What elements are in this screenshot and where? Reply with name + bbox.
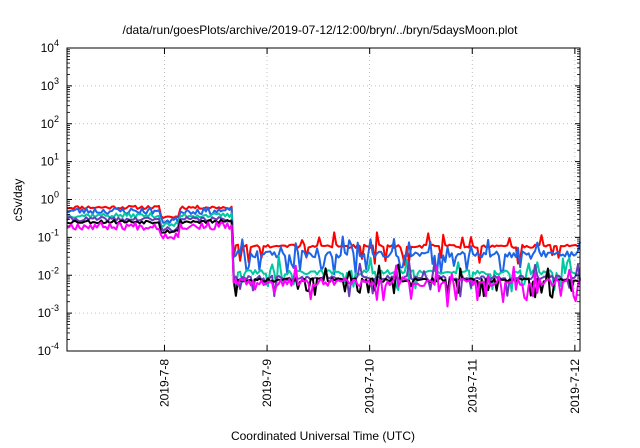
y-tick-label: 104	[41, 38, 59, 55]
y-tick-power: -1	[51, 227, 59, 237]
data-series	[66, 204, 581, 308]
y-tick-label: 10-2	[38, 265, 59, 282]
y-tick-base: 10	[41, 193, 55, 207]
y-tick-base: 10	[38, 268, 52, 282]
y-tick-power: 3	[54, 76, 59, 86]
x-tick-label: 2019-7-8	[157, 359, 171, 407]
y-tick-power: -4	[51, 341, 59, 351]
y-tick-label: 101	[41, 152, 59, 169]
y-tick-base: 10	[41, 41, 55, 55]
y-tick-power: 2	[54, 114, 59, 124]
series-2-line	[66, 206, 581, 277]
x-tick-labels: 2019-7-8 2019-7-9 2019-7-10 2019-7-11 2019-7…	[157, 359, 581, 414]
y-tick-power: -2	[51, 265, 59, 275]
series-1-line	[66, 204, 581, 266]
x-tick-label: 2019-7-10	[363, 359, 377, 414]
y-tick-label: 10-3	[38, 303, 59, 320]
y-tick-power: 0	[54, 190, 59, 200]
y-tick-label: 103	[41, 76, 59, 93]
x-tick-label: 2019-7-11	[465, 359, 479, 413]
grid	[67, 48, 580, 351]
y-tick-base: 10	[38, 230, 52, 244]
y-tick-base: 10	[38, 344, 52, 358]
y-tick-base: 10	[41, 117, 55, 131]
y-tick-power: -3	[51, 303, 59, 313]
y-tick-base: 10	[41, 155, 55, 169]
axis-ticks	[67, 47, 580, 352]
y-tick-label: 10-4	[38, 341, 59, 358]
series-6-line	[66, 221, 581, 308]
chart-title: /data/run/goesPlots/archive/2019-07-12/1…	[123, 23, 519, 37]
x-axis-title: Coordinated Universal Time (UTC)	[231, 429, 415, 443]
y-tick-power: 1	[54, 152, 59, 162]
x-tick-label: 2019-7-12	[568, 359, 582, 414]
y-tick-label: 102	[41, 114, 59, 131]
y-tick-label: 10-1	[38, 227, 59, 244]
y-tick-label: 100	[41, 190, 59, 207]
x-tick-label: 2019-7-9	[260, 359, 274, 407]
y-tick-power: 4	[54, 38, 59, 48]
y-axis-title: cSv/day	[11, 179, 25, 222]
series-5-line	[66, 218, 581, 299]
y-tick-base: 10	[38, 306, 52, 320]
y-tick-base: 10	[41, 79, 55, 93]
